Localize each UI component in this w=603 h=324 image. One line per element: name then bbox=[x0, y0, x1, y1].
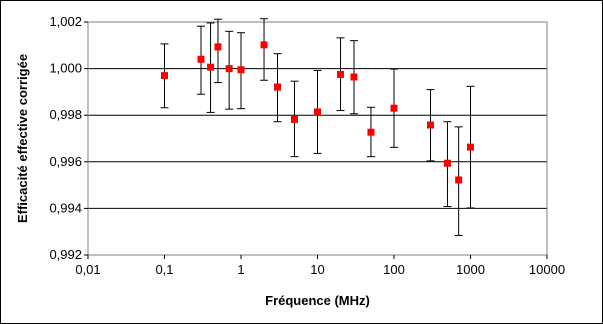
x-tick-label: 100 bbox=[383, 262, 405, 277]
data-point bbox=[467, 143, 474, 151]
y-tick-label: 1,002 bbox=[49, 14, 82, 29]
data-point bbox=[367, 128, 375, 136]
error-bar bbox=[213, 18, 222, 84]
x-axis-ticks: 0,01 0,1 1 10 100 1000 10000 bbox=[75, 255, 565, 277]
x-tick-label: 10000 bbox=[529, 262, 565, 277]
data-point bbox=[455, 176, 463, 184]
data-point bbox=[161, 72, 168, 80]
data-point bbox=[260, 41, 268, 49]
data-point bbox=[314, 108, 321, 116]
y-tick-label: 0,998 bbox=[49, 107, 82, 122]
data-point bbox=[337, 70, 345, 78]
data-point bbox=[426, 121, 434, 129]
y-axis-title: Efficacité effective corrigée bbox=[15, 54, 30, 223]
data-point bbox=[273, 83, 281, 91]
data-point bbox=[237, 66, 245, 74]
data-point bbox=[350, 73, 358, 81]
x-tick-label: 0,1 bbox=[155, 262, 173, 277]
y-tick-label: 0,996 bbox=[49, 154, 82, 169]
data-markers bbox=[161, 41, 474, 184]
data-point bbox=[225, 65, 233, 73]
data-point bbox=[290, 115, 298, 123]
x-tick-label: 10 bbox=[310, 262, 324, 277]
data-point bbox=[443, 159, 451, 167]
y-tick-label: 1,000 bbox=[49, 61, 82, 76]
x-tick-label: 1000 bbox=[456, 262, 485, 277]
data-point bbox=[197, 55, 205, 63]
x-axis-title: Fréquence (MHz) bbox=[265, 293, 370, 308]
y-tick-label: 0,994 bbox=[49, 200, 82, 215]
y-axis-ticks: 0,992 0,994 0,996 0,998 1,000 1,002 bbox=[49, 14, 88, 262]
x-tick-label: 1 bbox=[237, 262, 244, 277]
error-bar bbox=[260, 18, 269, 81]
data-point bbox=[214, 43, 222, 51]
y-tick-label: 0,992 bbox=[49, 247, 82, 262]
data-point bbox=[207, 63, 215, 71]
x-tick-label: 0,01 bbox=[75, 262, 100, 277]
data-point bbox=[390, 104, 398, 112]
